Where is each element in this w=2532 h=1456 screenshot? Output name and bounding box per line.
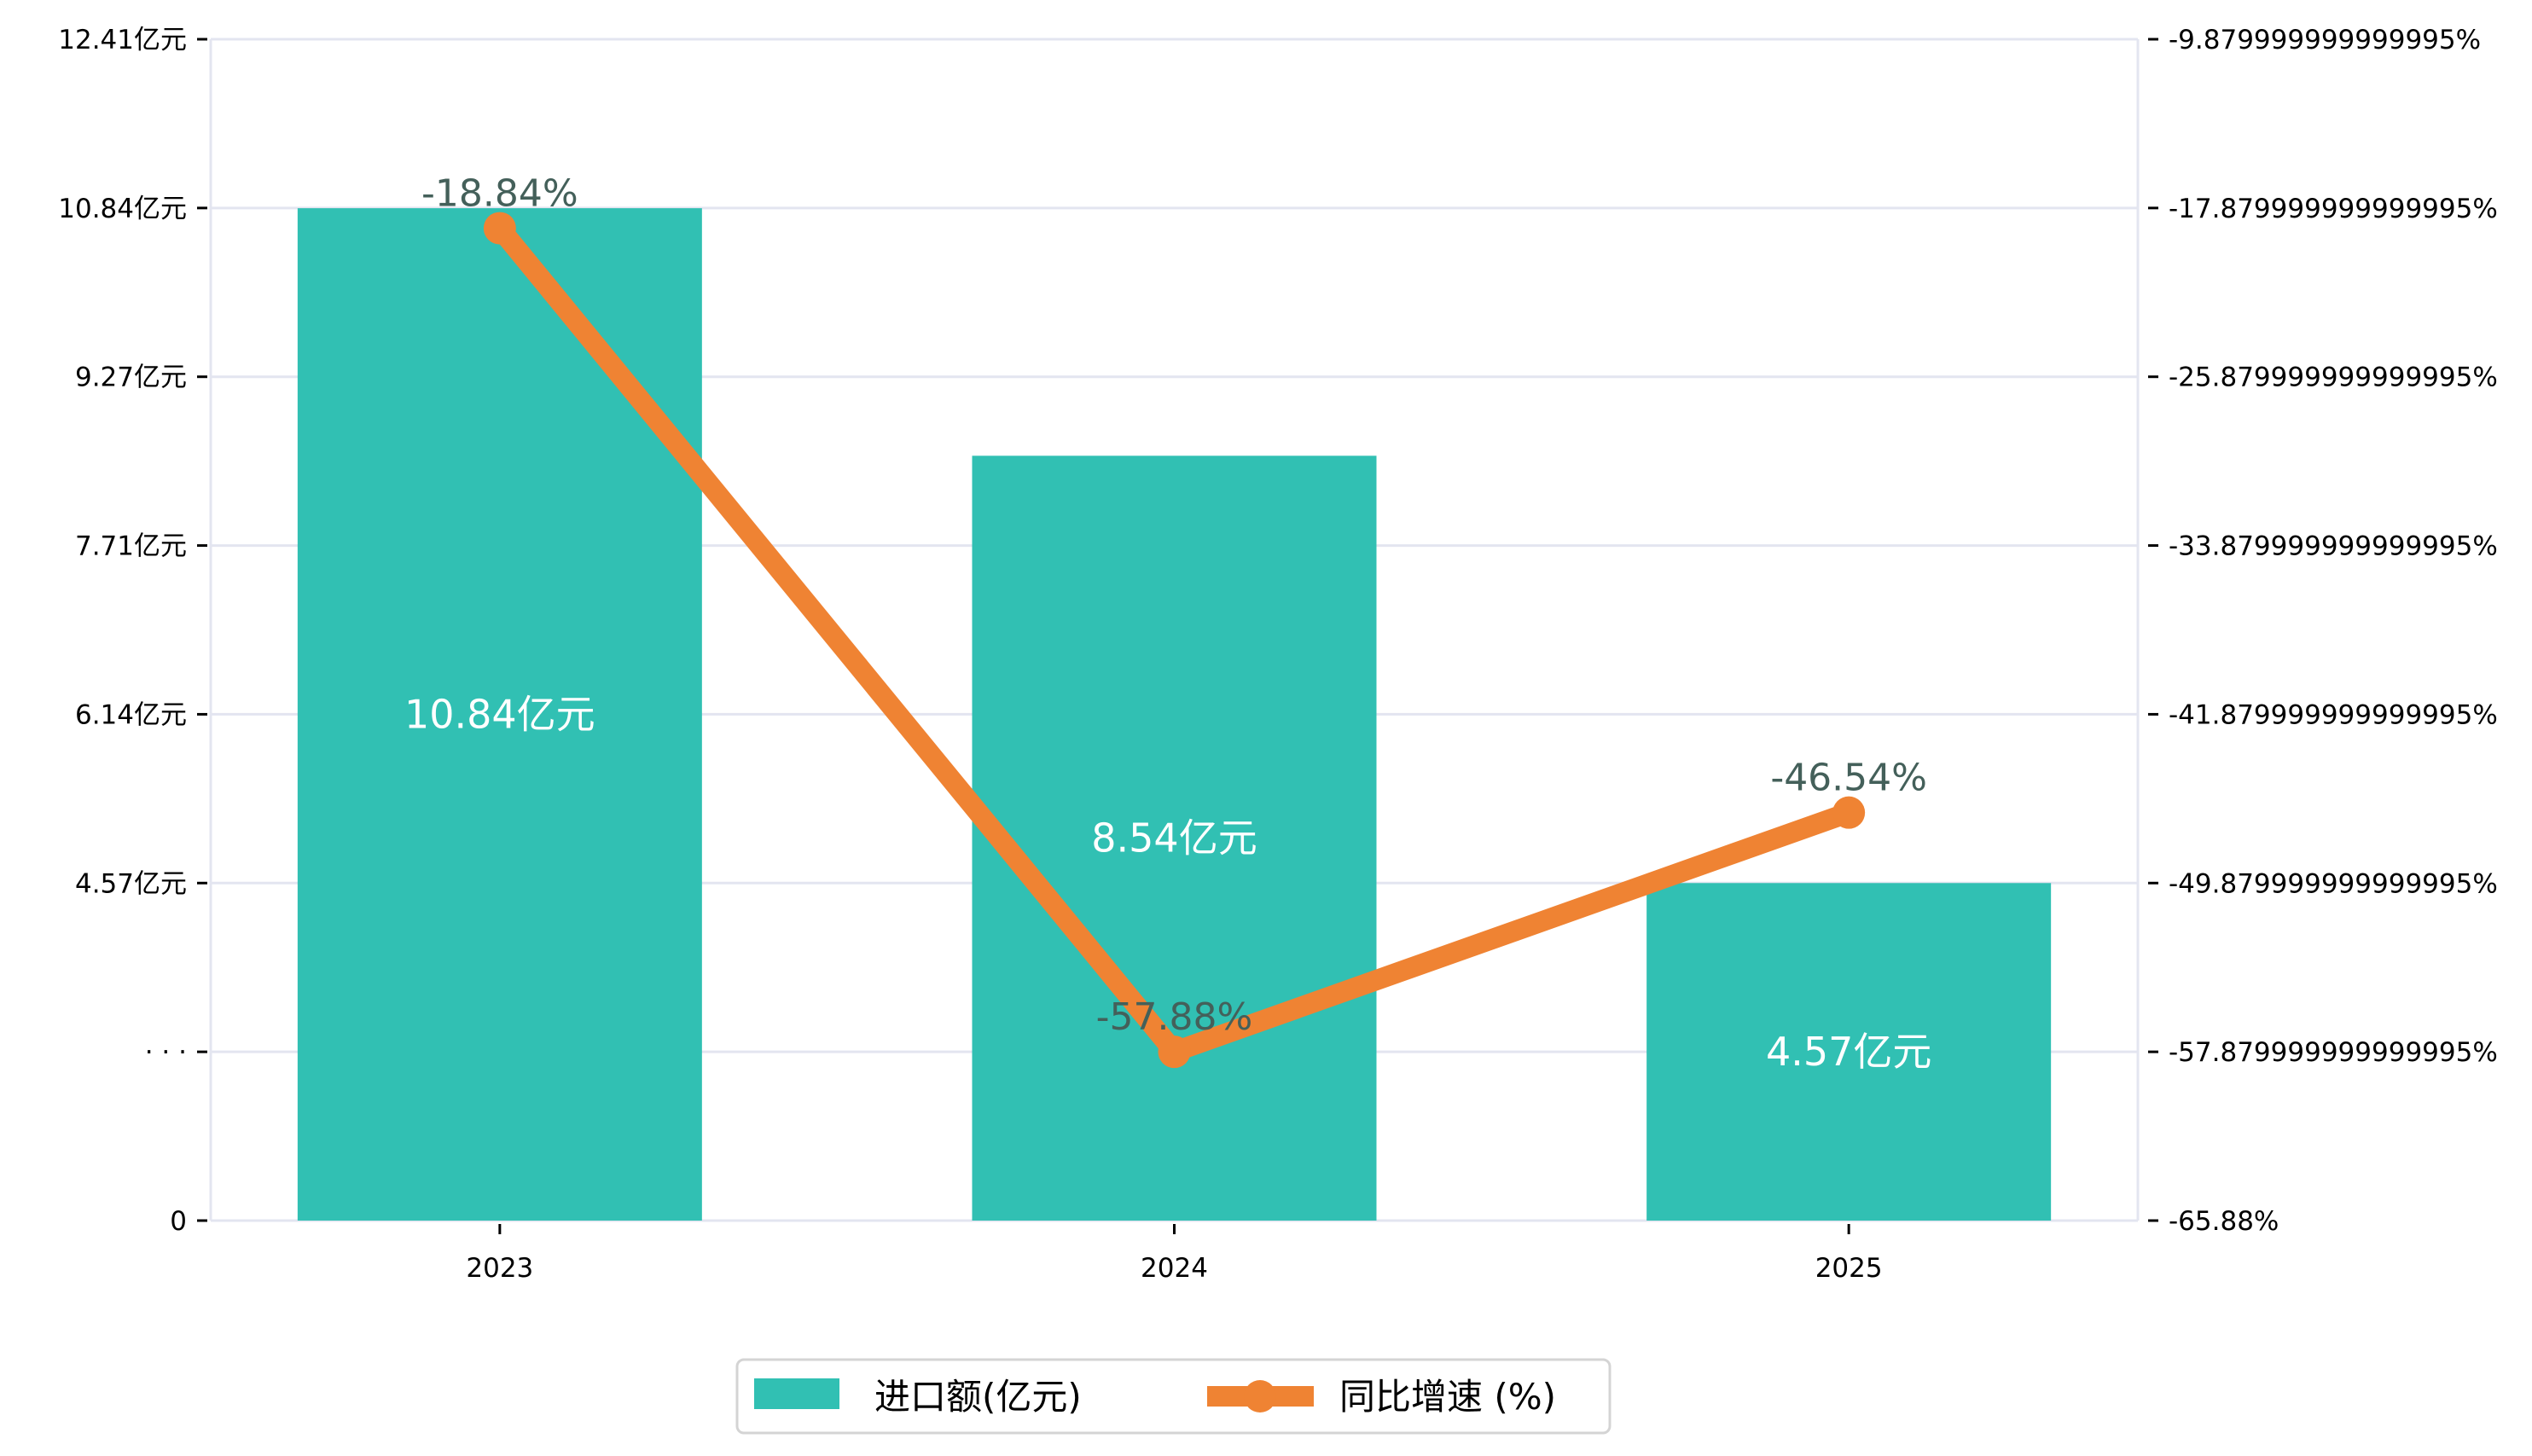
- data-labels: 10.84亿元 8.54亿元 4.57亿元 -18.84% -57.88% -46.54%: [404, 172, 1931, 1076]
- bar-value-label: 4.57亿元: [1766, 1029, 1931, 1075]
- growth-value-label: -57.88%: [1096, 995, 1253, 1039]
- axes: 0 · · · 4.57亿元 6.14亿元 7.71亿元 9.27亿元 10.84亿元 12.…: [58, 25, 2498, 1284]
- left-tick-label: · · ·: [145, 1037, 187, 1068]
- right-tick-label: -41.879999999999995%: [2169, 699, 2498, 730]
- legend-line-marker: [1244, 1380, 1276, 1412]
- left-tick-label: 10.84亿元: [58, 194, 187, 224]
- right-tick-label: -17.879999999999995%: [2169, 194, 2498, 224]
- legend-frame: [735, 1358, 1612, 1435]
- growth-point-2025: [1832, 796, 1866, 829]
- right-tick-label: -25.879999999999995%: [2169, 363, 2498, 393]
- left-tick-label: 7.71亿元: [75, 531, 187, 562]
- x-tick-label: 2024: [1141, 1253, 1208, 1284]
- growth-line: [483, 212, 1866, 1069]
- x-tick-label: 2025: [1815, 1253, 1883, 1284]
- growth-point-2023: [483, 212, 516, 245]
- bar-value-label: 10.84亿元: [404, 692, 595, 738]
- left-tick-label: 9.27亿元: [75, 363, 187, 393]
- right-tick-label: -49.879999999999995%: [2169, 868, 2498, 899]
- legend-bar-swatch: [754, 1378, 839, 1409]
- growth-value-label: -18.84%: [421, 172, 578, 216]
- right-tick-label: -65.88%: [2169, 1206, 2279, 1237]
- bar-2024: [972, 455, 1377, 1221]
- right-tick-label: -57.879999999999995%: [2169, 1037, 2498, 1068]
- bar-value-label: 8.54亿元: [1091, 815, 1257, 861]
- left-tick-label: 4.57亿元: [75, 868, 187, 899]
- legend-line-label: 同比增速 (%): [1339, 1376, 1556, 1418]
- legend-bar-label: 进口额(亿元): [874, 1376, 1082, 1418]
- left-tick-label: 0: [170, 1206, 187, 1237]
- growth-value-label: -46.54%: [1770, 757, 1927, 800]
- right-tick-label: -33.879999999999995%: [2169, 531, 2498, 562]
- left-tick-label: 6.14亿元: [75, 699, 187, 730]
- growth-point-2024: [1158, 1035, 1191, 1069]
- x-tick-label: 2023: [466, 1253, 533, 1284]
- legend: 进口额(亿元) 同比增速 (%): [735, 1358, 1612, 1435]
- left-tick-label: 12.41亿元: [58, 25, 187, 55]
- bar-2025: [1646, 883, 2052, 1221]
- right-tick-label: -9.879999999999995%: [2169, 25, 2481, 55]
